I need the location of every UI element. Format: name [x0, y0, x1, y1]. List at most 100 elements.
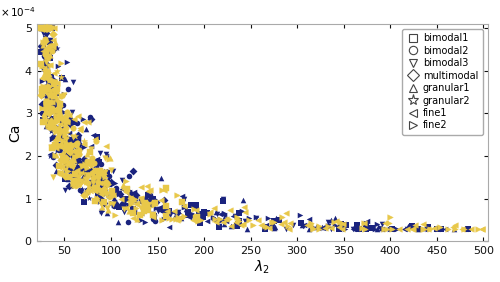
Point — [88, 169, 96, 174]
Point — [62, 141, 70, 146]
Point — [62, 114, 70, 118]
Point — [388, 226, 396, 231]
Point — [124, 202, 132, 207]
Point — [115, 190, 123, 195]
Point — [46, 40, 54, 45]
Point — [226, 208, 234, 212]
Point — [164, 208, 172, 213]
Point — [49, 45, 57, 50]
Point — [71, 133, 79, 138]
Point — [80, 142, 88, 146]
Point — [130, 197, 138, 202]
Point — [326, 226, 334, 231]
Point — [40, 88, 48, 92]
Point — [44, 64, 52, 69]
Point — [270, 219, 278, 223]
Point — [62, 133, 70, 138]
Point — [83, 166, 91, 170]
Point — [424, 226, 432, 231]
Point — [58, 120, 66, 124]
Point — [74, 166, 82, 170]
Point — [210, 216, 218, 220]
Point — [40, 53, 48, 58]
Point — [46, 128, 54, 133]
Point — [120, 201, 128, 206]
Point — [46, 26, 54, 30]
Point — [45, 93, 53, 98]
Point — [241, 210, 249, 214]
Point — [137, 218, 145, 222]
Point — [136, 197, 144, 202]
Y-axis label: Ca: Ca — [8, 123, 22, 142]
Point — [38, 26, 46, 30]
Point — [314, 226, 322, 230]
Point — [46, 125, 54, 129]
Point — [60, 92, 68, 96]
Point — [62, 136, 70, 140]
Point — [316, 226, 324, 231]
Point — [60, 151, 68, 156]
Point — [129, 211, 137, 216]
Point — [58, 152, 66, 156]
Point — [78, 187, 86, 192]
Point — [314, 224, 322, 228]
Point — [73, 174, 81, 179]
Point — [420, 226, 428, 231]
Point — [327, 218, 335, 222]
Point — [76, 166, 84, 170]
Point — [48, 78, 56, 82]
Point — [84, 162, 92, 167]
Point — [98, 205, 106, 209]
Point — [110, 190, 118, 194]
Point — [184, 215, 192, 220]
Point — [46, 78, 54, 83]
Point — [146, 201, 154, 206]
Point — [70, 165, 78, 170]
Point — [86, 150, 94, 155]
Point — [458, 226, 466, 231]
Point — [38, 43, 46, 48]
Point — [53, 100, 61, 104]
Point — [434, 226, 442, 231]
Point — [48, 153, 56, 157]
Point — [241, 219, 249, 224]
Point — [39, 26, 47, 30]
Point — [54, 118, 62, 122]
Point — [54, 126, 62, 131]
Point — [336, 226, 344, 231]
Point — [61, 188, 69, 192]
Point — [64, 154, 72, 158]
Point — [54, 110, 62, 114]
Point — [48, 26, 56, 30]
Point — [48, 106, 56, 111]
Point — [87, 144, 95, 149]
Point — [110, 196, 118, 200]
Point — [50, 94, 58, 99]
Point — [38, 85, 46, 90]
Point — [82, 159, 90, 163]
Point — [442, 226, 450, 231]
Point — [92, 188, 100, 192]
Point — [112, 201, 120, 205]
Point — [70, 183, 78, 188]
Point — [57, 148, 65, 153]
Point — [64, 169, 72, 173]
Point — [92, 177, 100, 182]
Point — [41, 26, 49, 30]
Point — [87, 189, 95, 194]
Point — [42, 55, 50, 60]
Point — [40, 67, 48, 72]
Point — [137, 185, 145, 190]
Point — [147, 195, 155, 200]
Point — [41, 92, 49, 97]
Point — [59, 156, 67, 160]
Point — [66, 184, 74, 188]
Point — [88, 175, 96, 180]
Point — [149, 212, 157, 217]
Point — [168, 210, 176, 215]
Point — [79, 160, 87, 165]
Point — [337, 223, 345, 228]
Point — [128, 200, 136, 205]
Point — [42, 26, 50, 30]
Point — [49, 127, 57, 132]
